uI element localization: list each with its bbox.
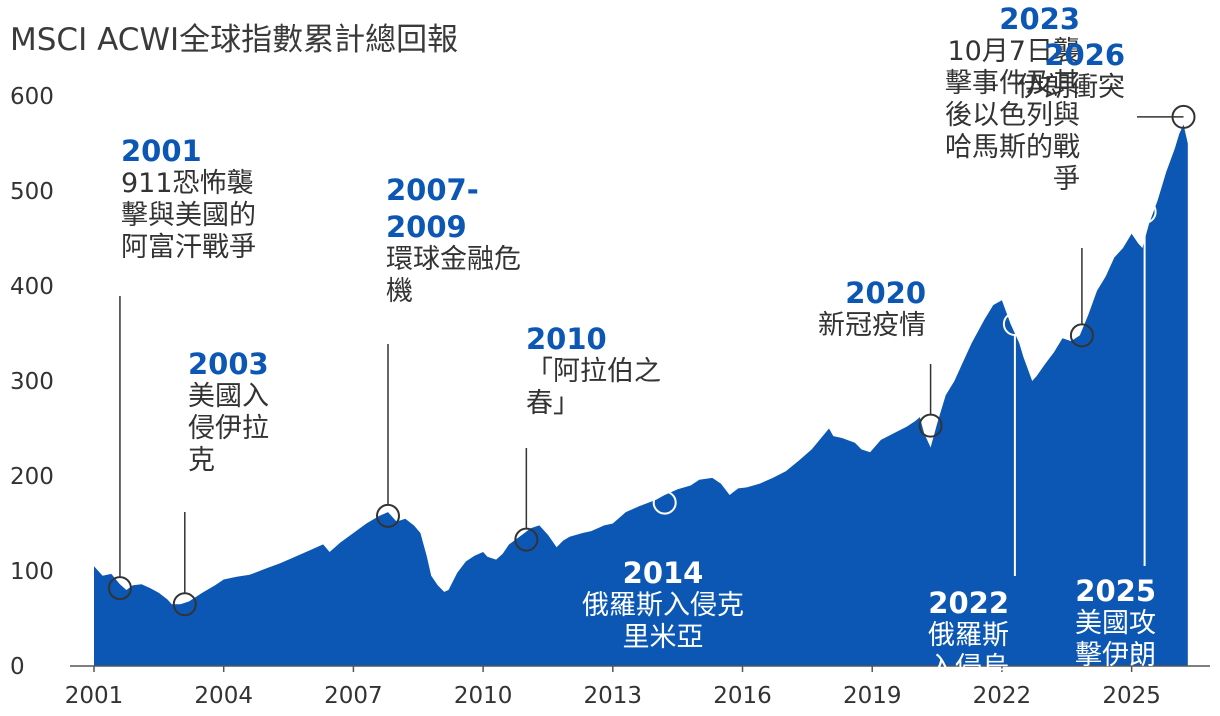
annotation-text: 阿富汗戰爭 — [121, 232, 256, 263]
x-tick-label: 2004 — [194, 683, 253, 709]
y-tick-label: 400 — [10, 274, 54, 300]
annotation-text: 伊朗衝突 — [1017, 72, 1125, 103]
y-tick-label: 300 — [10, 369, 54, 395]
annotation-text: 911恐怖襲 — [121, 168, 254, 199]
event-marker — [1069, 323, 1094, 348]
annotation-year: 2009 — [386, 210, 467, 244]
x-tick-label: 2022 — [973, 683, 1032, 709]
annotation-text: 克 — [188, 445, 215, 476]
event-marker — [172, 592, 197, 617]
x-tick-label: 2016 — [713, 683, 772, 709]
annotation-year: 2010 — [526, 322, 607, 356]
event-marker — [375, 503, 400, 528]
annotation-year: 2003 — [188, 347, 269, 381]
x-tick-label: 2001 — [65, 683, 124, 709]
annotation-text: 後以色列與 — [945, 100, 1080, 131]
event-marker — [107, 576, 132, 601]
annotation-text: 美國攻 — [1075, 608, 1156, 639]
annotation-text: 機 — [386, 276, 413, 307]
x-tick-label: 2025 — [1102, 683, 1161, 709]
event-marker — [1171, 104, 1196, 129]
annotation-text: 爭 — [1053, 164, 1080, 195]
y-axis: 0 100 200 300 400 500 600 — [10, 84, 54, 680]
annotation-text: 環球金融危 — [386, 244, 521, 275]
x-tick-label: 2019 — [843, 683, 902, 709]
annotation-text: 擊伊朗 — [1075, 640, 1156, 671]
event-marker — [1002, 312, 1027, 336]
chart-title: MSCI ACWI全球指數累計總回報 — [10, 22, 458, 58]
annotation-text: 哈馬斯的戰 — [945, 132, 1080, 163]
y-tick-label: 600 — [10, 84, 54, 110]
x-tick-label: 2010 — [454, 683, 513, 709]
annotation-text: 俄羅斯入侵克 — [582, 590, 744, 621]
x-tick-label: 2007 — [324, 683, 383, 709]
annotation-year: 2007- — [386, 173, 479, 207]
y-tick-label: 100 — [10, 559, 54, 585]
y-tick-label: 500 — [10, 179, 54, 205]
annotation-text: 10月7日襲 — [947, 36, 1080, 67]
annotation-year: 2020 — [845, 276, 926, 310]
annotation-text: 侵伊拉 — [188, 413, 269, 444]
x-tick-label: 2013 — [584, 683, 643, 709]
annotation-text: 新冠疫情 — [818, 310, 926, 341]
annotation-text: 擊與美國的 — [121, 200, 256, 231]
annotation-year: 2022 — [928, 586, 1009, 620]
event-marker — [1132, 199, 1157, 224]
event-marker — [514, 527, 539, 552]
event-marker — [652, 490, 677, 515]
annotation-year: 2001 — [121, 134, 202, 168]
y-tick-label: 0 — [10, 654, 25, 680]
event-markers — [107, 104, 1196, 617]
event-marker — [918, 413, 943, 438]
series-area — [94, 124, 1188, 666]
annotation-text: 「阿拉伯之 — [526, 356, 661, 387]
annotation-year: 2026 — [1044, 38, 1125, 72]
annotation-text: 美國入 — [188, 381, 269, 412]
annotation-year: 2025 — [1075, 574, 1156, 608]
annotation-text: 里米亞 — [623, 622, 704, 653]
annotation-year: 2023 — [999, 2, 1080, 36]
annotation-text: 春」 — [526, 388, 580, 419]
x-axis: 2001 2004 2007 2010 2013 2016 2019 2022 2025 — [65, 666, 1161, 709]
annotation-text: 擊事件及其 — [945, 68, 1080, 99]
y-tick-label: 200 — [10, 464, 54, 490]
annotation-text: 俄羅斯 — [928, 620, 1009, 651]
annotation-leaders — [119, 116, 1184, 594]
annotation-text: 入侵烏 — [928, 652, 1009, 683]
annotation-year: 2014 — [623, 556, 704, 590]
